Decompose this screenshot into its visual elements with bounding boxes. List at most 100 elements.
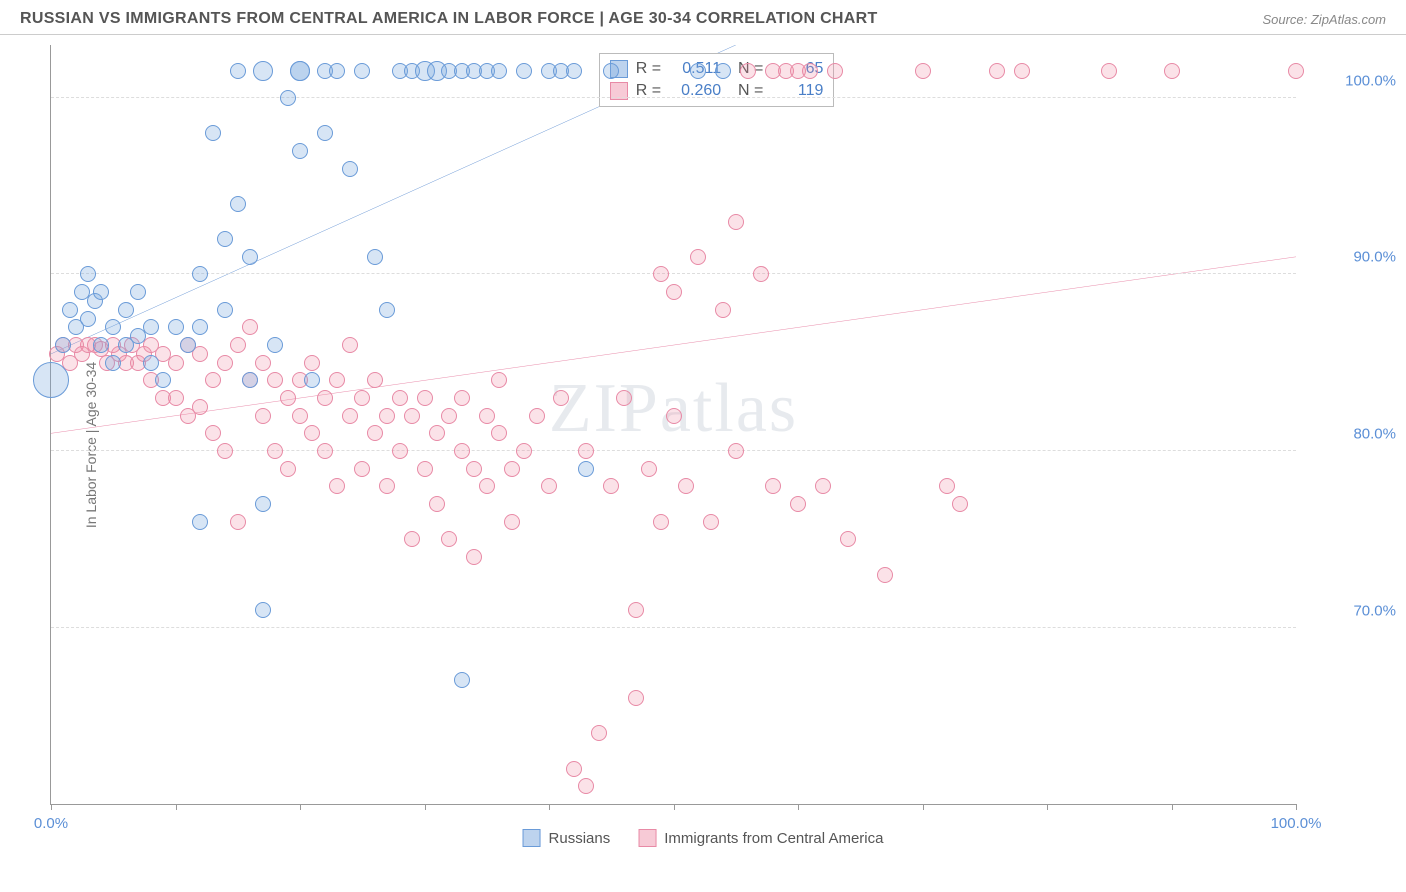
data-point — [678, 478, 694, 494]
data-point — [304, 372, 320, 388]
data-point — [952, 496, 968, 512]
data-point — [578, 461, 594, 477]
data-point — [354, 63, 370, 79]
x-tick — [1047, 804, 1048, 810]
correlation-stats-box: R = 0.511 N = 65 R = 0.260 N = 119 — [599, 53, 835, 107]
data-point — [516, 63, 532, 79]
data-point — [354, 390, 370, 406]
data-point — [192, 399, 208, 415]
data-point — [591, 725, 607, 741]
data-point — [1288, 63, 1304, 79]
data-point — [280, 90, 296, 106]
data-point — [255, 602, 271, 618]
x-tick — [923, 804, 924, 810]
data-point — [267, 443, 283, 459]
data-point — [280, 461, 296, 477]
data-point — [417, 390, 433, 406]
data-point — [80, 311, 96, 327]
data-point — [1101, 63, 1117, 79]
data-point — [653, 266, 669, 282]
data-point — [877, 567, 893, 583]
data-point — [255, 496, 271, 512]
x-tick-label: 0.0% — [34, 815, 68, 832]
data-point — [666, 284, 682, 300]
source-attribution: Source: ZipAtlas.com — [1262, 12, 1386, 27]
data-point — [329, 372, 345, 388]
data-point — [603, 478, 619, 494]
data-point — [466, 461, 482, 477]
stat-r-label: R = — [636, 60, 661, 78]
data-point — [1164, 63, 1180, 79]
data-point — [304, 425, 320, 441]
data-point — [192, 319, 208, 335]
stats-row-series-b: R = 0.260 N = 119 — [610, 80, 824, 102]
data-point — [491, 63, 507, 79]
data-point — [840, 531, 856, 547]
data-point — [367, 372, 383, 388]
y-tick-label: 100.0% — [1306, 72, 1396, 89]
data-point — [441, 408, 457, 424]
data-point — [367, 249, 383, 265]
data-point — [342, 337, 358, 353]
data-point — [529, 408, 545, 424]
data-point — [217, 443, 233, 459]
data-point — [329, 478, 345, 494]
data-point — [342, 408, 358, 424]
data-point — [429, 496, 445, 512]
data-point — [441, 531, 457, 547]
data-point — [242, 319, 258, 335]
legend-item-b: Immigrants from Central America — [638, 829, 883, 847]
x-tick — [549, 804, 550, 810]
data-point — [379, 478, 395, 494]
data-point — [491, 372, 507, 388]
x-tick — [1172, 804, 1173, 810]
data-point — [205, 125, 221, 141]
data-point — [566, 761, 582, 777]
data-point — [143, 355, 159, 371]
data-point — [404, 408, 420, 424]
data-point — [915, 63, 931, 79]
data-point — [317, 390, 333, 406]
data-point — [205, 425, 221, 441]
data-point — [578, 778, 594, 794]
data-point — [491, 425, 507, 441]
data-point — [379, 408, 395, 424]
legend-item-a: Russians — [523, 829, 611, 847]
data-point — [392, 390, 408, 406]
x-tick — [674, 804, 675, 810]
data-point — [217, 302, 233, 318]
data-point — [80, 266, 96, 282]
x-tick — [300, 804, 301, 810]
gridline — [51, 627, 1296, 628]
data-point — [690, 249, 706, 265]
x-tick — [425, 804, 426, 810]
data-point — [479, 478, 495, 494]
data-point — [267, 372, 283, 388]
data-point — [93, 284, 109, 300]
gridline — [51, 450, 1296, 451]
data-point — [168, 390, 184, 406]
data-point — [155, 372, 171, 388]
x-tick — [176, 804, 177, 810]
data-point — [753, 266, 769, 282]
data-point — [765, 478, 781, 494]
data-point — [105, 319, 121, 335]
data-point — [578, 443, 594, 459]
data-point — [354, 461, 370, 477]
plot-region: ZIPatlas R = 0.511 N = 65 R = 0.260 N = … — [50, 45, 1296, 805]
y-tick-label: 70.0% — [1306, 602, 1396, 619]
data-point — [479, 408, 495, 424]
data-point — [168, 319, 184, 335]
data-point — [292, 143, 308, 159]
data-point — [939, 478, 955, 494]
data-point — [230, 196, 246, 212]
data-point — [728, 214, 744, 230]
data-point — [55, 337, 71, 353]
data-point — [280, 390, 296, 406]
data-point — [105, 355, 121, 371]
data-point — [180, 337, 196, 353]
x-tick — [798, 804, 799, 810]
data-point — [253, 61, 273, 81]
data-point — [379, 302, 395, 318]
data-point — [989, 63, 1005, 79]
